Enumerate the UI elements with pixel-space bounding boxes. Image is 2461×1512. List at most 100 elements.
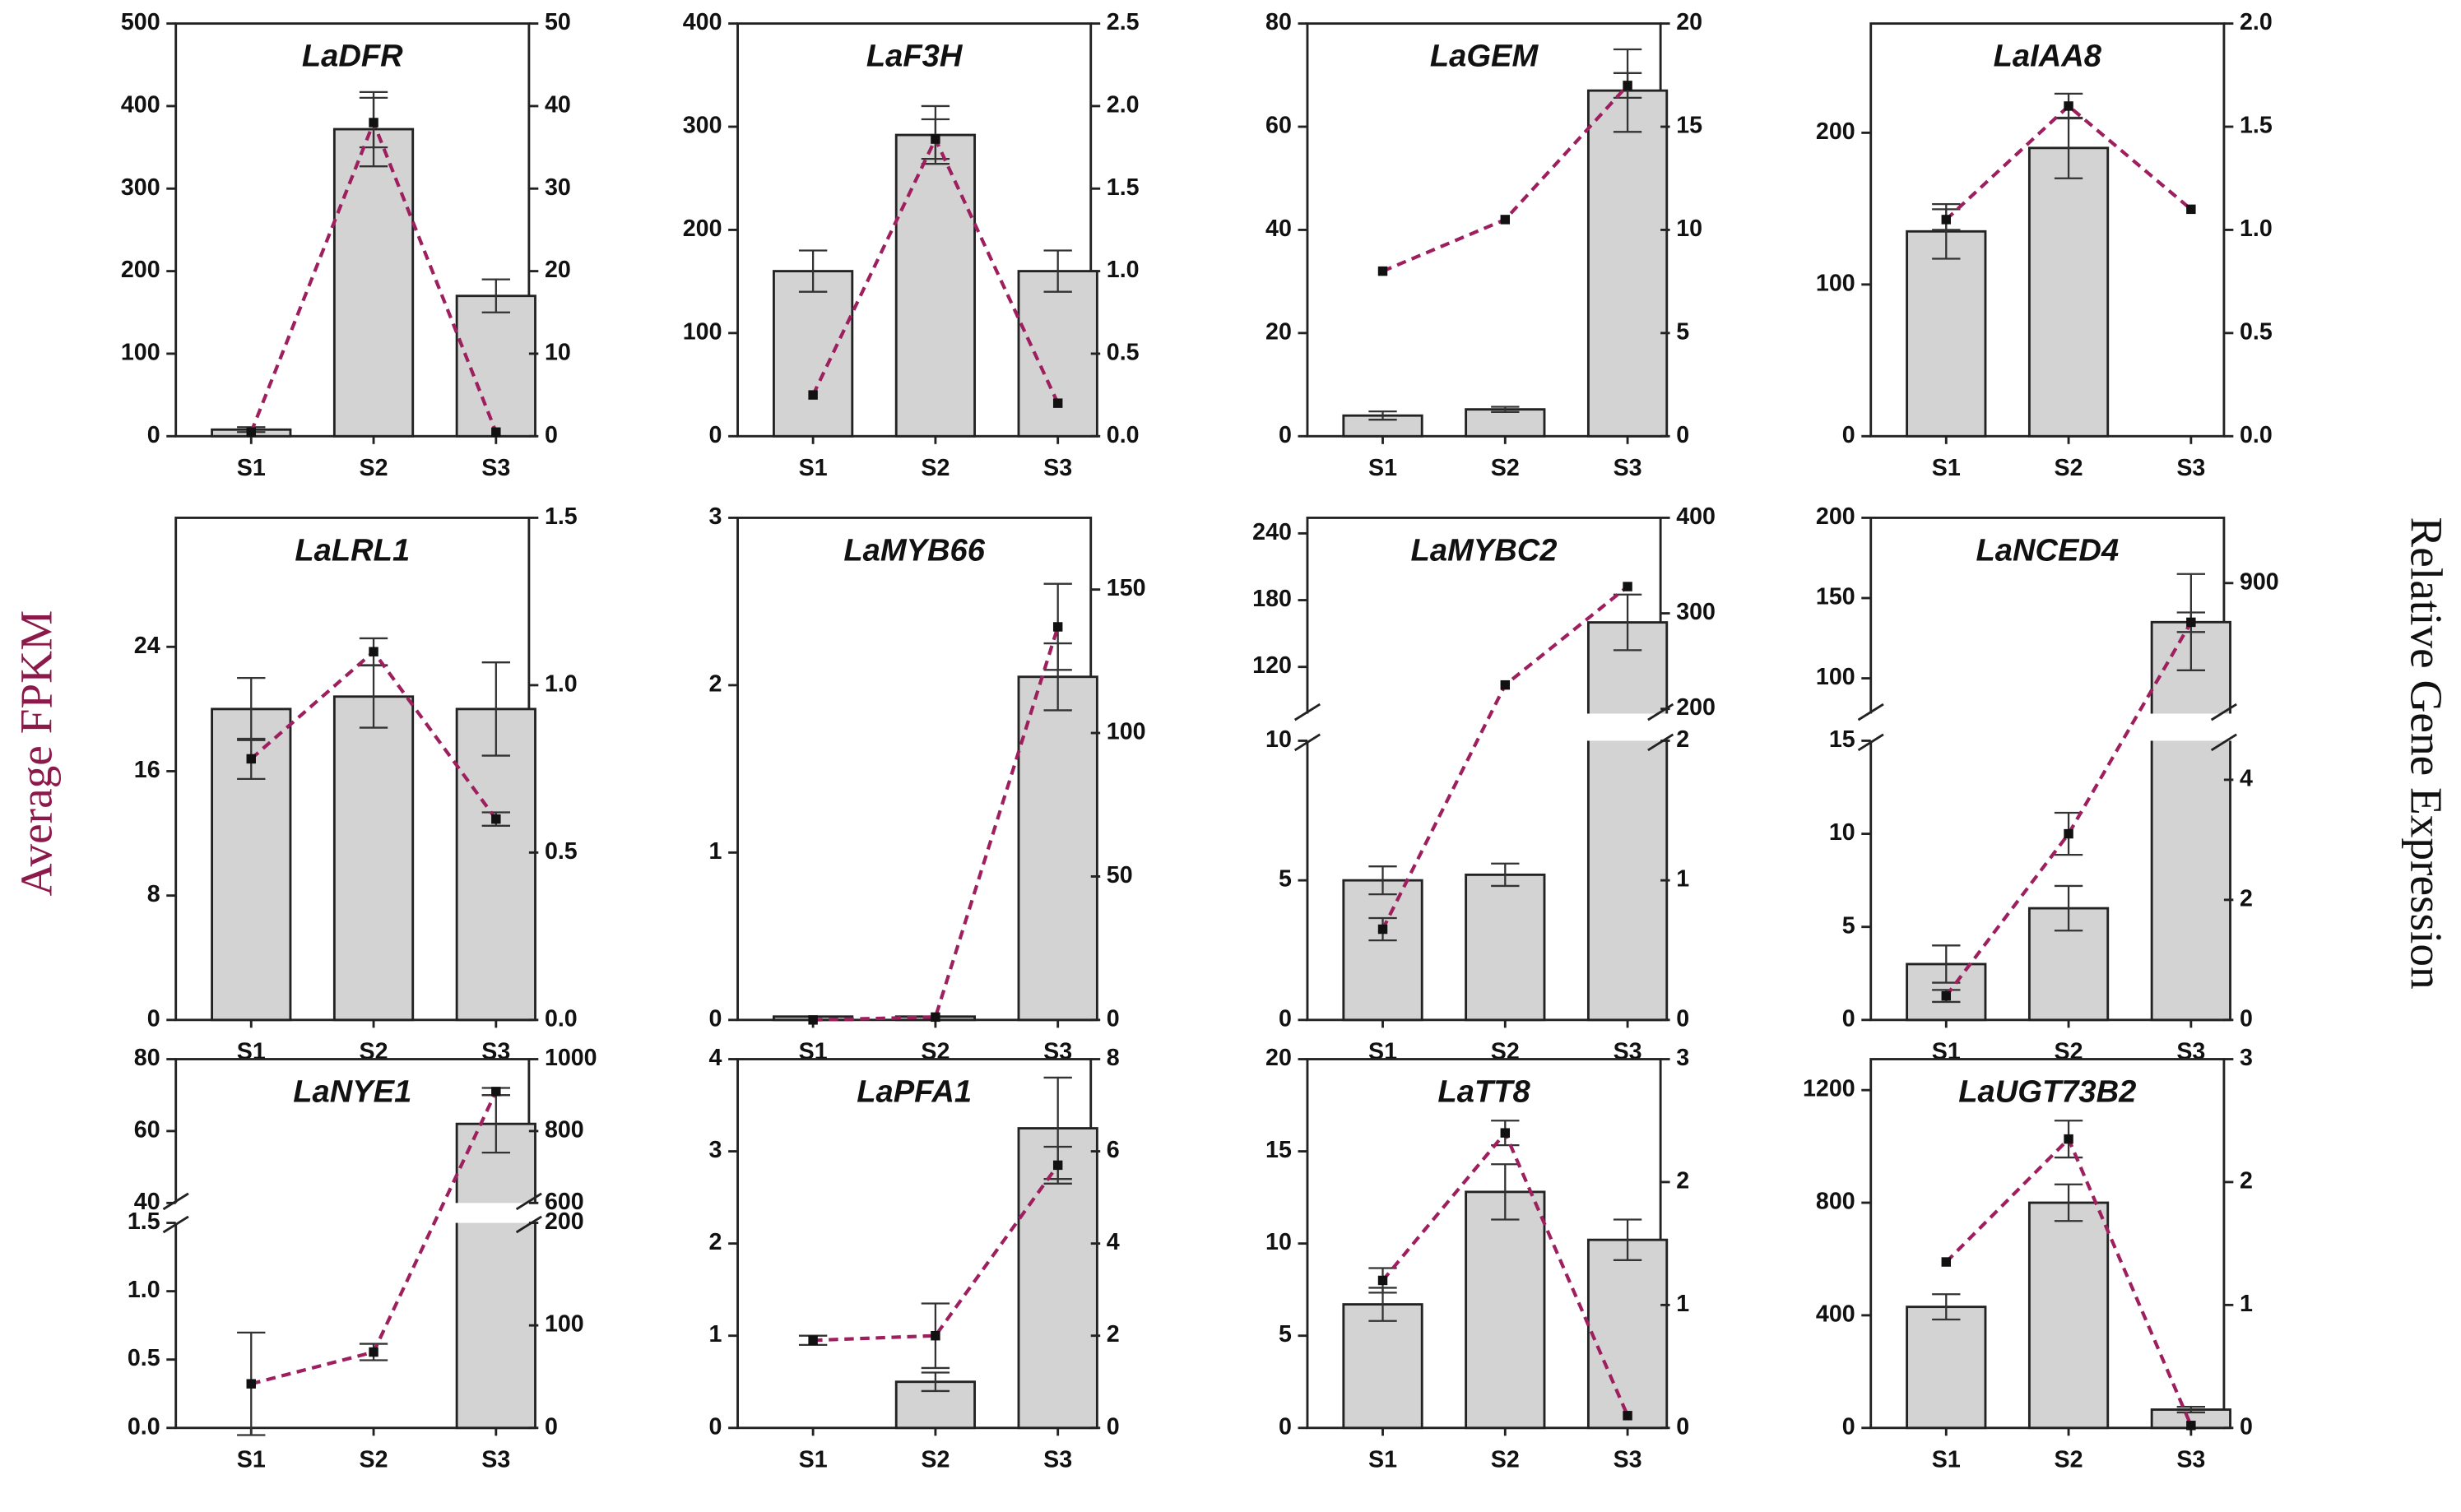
x-tick-label: S3	[481, 455, 510, 481]
y-tick-label: 10	[1265, 1229, 1292, 1255]
line-point	[491, 427, 501, 437]
line-point	[369, 118, 378, 128]
y2-tick-label: 100	[545, 1311, 584, 1338]
bar	[2027, 146, 2110, 438]
bar	[1342, 1303, 1423, 1430]
y2-tick-label: 1.0	[545, 670, 578, 697]
y2-tick-label: 0	[1676, 1413, 1689, 1440]
y-tick-label: 15	[1265, 1137, 1292, 1163]
panel-title: LaMYBC2	[1411, 532, 1558, 568]
bar-error	[1043, 249, 1072, 293]
x-tick-label: S2	[921, 1446, 950, 1473]
panel-title: LaF3H	[866, 39, 964, 74]
bar-error	[2054, 1183, 2083, 1222]
bar	[894, 133, 977, 438]
bar	[1017, 675, 1098, 1022]
y2-tick-label: 0.0	[545, 1005, 578, 1032]
y-tick-label: 240	[1252, 519, 1292, 545]
line-point	[2064, 101, 2073, 111]
line-point	[246, 754, 256, 764]
bar-error	[1491, 406, 1520, 413]
x-tick-label: S3	[2176, 1446, 2205, 1473]
line-point	[931, 1012, 940, 1023]
y-tick-label: 0.0	[128, 1413, 160, 1440]
y2-tick-label: 6	[1107, 1137, 1120, 1163]
y2-tick-label: 5	[1676, 318, 1689, 345]
y2-tick-label: 0.5	[2240, 318, 2273, 345]
break-mark	[1857, 703, 1884, 752]
line-point	[1377, 1275, 1388, 1286]
x-tick-label: S2	[2055, 1038, 2083, 1064]
y-tick-label: 3	[709, 503, 722, 530]
y2-tick-label: 0	[545, 1413, 558, 1440]
y2-tick-label: 0	[2240, 1413, 2253, 1440]
panel-title: LaUGT73B2	[1958, 1074, 2136, 1110]
x-tick-label: S1	[237, 455, 266, 481]
y-tick-label: 100	[1816, 664, 1855, 690]
y2-tick-label: 10	[1676, 216, 1702, 242]
panel-title: LaPFA1	[857, 1074, 972, 1110]
y2-tick-label: 2	[2240, 885, 2253, 911]
line-point	[1377, 924, 1388, 935]
bar-error	[1613, 593, 1642, 652]
y-tick-label: 10	[1265, 726, 1292, 753]
y-tick-label: 80	[134, 1045, 160, 1071]
line-point	[1941, 215, 1952, 225]
y-tick-label: 2	[709, 670, 722, 697]
line-point	[1623, 1411, 1632, 1421]
y-axis-label: Average FPKM	[11, 610, 61, 897]
y2-tick-label: 0	[1107, 1005, 1120, 1032]
y2-tick-label: 4	[2240, 765, 2253, 791]
y-tick-label: 200	[683, 216, 722, 242]
x-tick-label: S1	[237, 1038, 266, 1064]
line-point	[2186, 204, 2196, 215]
y-tick-label: 0	[1842, 1413, 1855, 1440]
y2-tick-label: 50	[545, 9, 571, 35]
x-tick-label: S2	[360, 455, 388, 481]
bar	[1906, 230, 1987, 438]
bar	[1465, 1190, 1546, 1430]
x-tick-label: S1	[1368, 455, 1397, 481]
line-point	[808, 390, 818, 400]
x-tick-label: S1	[1932, 455, 1961, 481]
y-tick-label: 5	[1279, 866, 1292, 893]
y-tick-label: 0	[709, 1413, 722, 1440]
y-tick-label: 0	[709, 1005, 722, 1032]
y2-tick-label: 1	[1676, 866, 1689, 893]
y-tick-label: 60	[134, 1116, 160, 1143]
expression-line	[1944, 621, 2193, 997]
line-point	[808, 1335, 818, 1346]
line-point	[491, 1087, 501, 1097]
y2-tick-label: 50	[1107, 862, 1133, 888]
y2-tick-label: 2.5	[1107, 9, 1140, 35]
y-tick-label: 500	[121, 9, 160, 35]
y-tick-label: 100	[121, 339, 160, 365]
y-tick-label: 100	[683, 318, 722, 345]
y2-tick-label: 2	[1676, 1167, 1689, 1194]
x-tick-label: S3	[2176, 1038, 2205, 1064]
x-tick-label: S1	[799, 455, 828, 481]
y-tick-label: 20	[1265, 1045, 1292, 1071]
y2-tick-label: 20	[1676, 9, 1702, 35]
y-tick-label: 60	[1265, 113, 1292, 139]
y2-tick-label: 0	[1676, 1005, 1689, 1032]
break-mark	[1293, 703, 1321, 752]
y2-tick-label: 0	[1107, 1413, 1120, 1440]
bar-error	[1613, 1218, 1642, 1261]
x-tick-label: S1	[1368, 1446, 1397, 1473]
y2-tick-label: 4	[1107, 1229, 1120, 1255]
bar-error	[2054, 884, 2083, 932]
line-point	[1052, 398, 1063, 408]
x-tick-label: S2	[1491, 455, 1520, 481]
panel-title: LaNCED4	[1976, 532, 2119, 568]
x-tick-label: S2	[1491, 1038, 1520, 1064]
line-point	[1052, 622, 1063, 632]
y-tick-label: 4	[709, 1045, 722, 1071]
bar	[332, 128, 415, 438]
break-mark	[515, 1192, 542, 1234]
bar	[1017, 270, 1098, 438]
bar	[1017, 1127, 1098, 1430]
panel-title: LaLRL1	[295, 532, 410, 568]
x-tick-label: S3	[1614, 1038, 1642, 1064]
y-tick-label: 0	[147, 422, 160, 448]
